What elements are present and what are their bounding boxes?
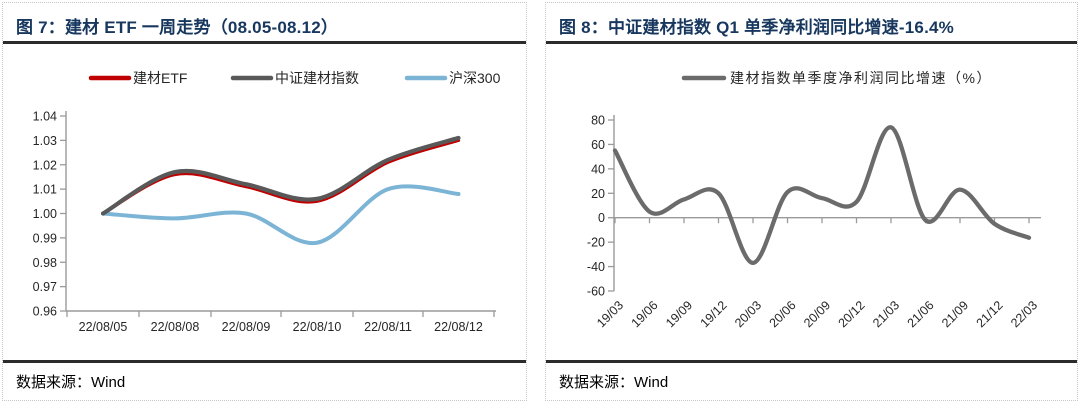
figure-8-title-rule bbox=[546, 41, 1077, 44]
series-line-中证建材指数 bbox=[100, 135, 461, 216]
etf-week-trend-line-chart: 建材ETF 中证建材指数 沪深300 1.04 1.03 1.02 1.01 1.00 0.99… bbox=[33, 70, 501, 334]
x-tick-label: 20/06 bbox=[767, 298, 799, 330]
series-line-沪深300 bbox=[101, 184, 461, 246]
x-tick-label: 20/09 bbox=[801, 298, 833, 330]
y-tick-label: -60 bbox=[587, 285, 605, 299]
x-tick-label: 20/12 bbox=[836, 298, 868, 330]
y-tick-label: 1.03 bbox=[33, 134, 57, 148]
y-tick-label: 0.99 bbox=[33, 231, 57, 245]
figure-7-title: 图 7：建材 ETF 一周走势（08.05-08.12） bbox=[16, 18, 339, 37]
legend-label-3: 沪深300 bbox=[449, 70, 501, 86]
x-tick-label: 21/06 bbox=[905, 298, 937, 330]
series-line-建材指数单季度净利润同比增速（%） bbox=[612, 125, 1032, 266]
y-tick-label: 0 bbox=[598, 211, 605, 225]
y-tick-label: -40 bbox=[587, 260, 605, 274]
y-tick-label: 0.98 bbox=[33, 256, 57, 270]
y-tick-label: 0.97 bbox=[33, 280, 57, 294]
legend-label-2: 中证建材指数 bbox=[275, 70, 359, 86]
y-tick-label: 20 bbox=[591, 187, 605, 201]
x-tick-label: 19/12 bbox=[698, 298, 730, 330]
x-tick-label: 22/08/05 bbox=[79, 320, 128, 334]
x-tick-label: 21/12 bbox=[974, 298, 1006, 330]
legend-label-1: 建材指数单季度净利润同比增速（%） bbox=[730, 70, 992, 86]
x-tick-label: 19/03 bbox=[594, 298, 626, 330]
x-tick-label: 22/08/10 bbox=[293, 320, 342, 334]
x-tick-label: 20/03 bbox=[732, 298, 764, 330]
figure-8-title: 图 8：中证建材指数 Q1 单季净利润同比增速-16.4% bbox=[559, 18, 954, 37]
x-tick-label: 19/09 bbox=[663, 298, 695, 330]
x-tick-label: 22/08/09 bbox=[222, 320, 271, 334]
x-tick-label: 22/03 bbox=[1008, 298, 1040, 330]
net-profit-growth-line-chart: 建材指数单季度净利润同比增速（%） 80 60 40 20 0 -20 -40 -6019/03… bbox=[587, 70, 1041, 330]
y-tick-label: 0.96 bbox=[33, 305, 57, 319]
x-tick-label: 22/08/08 bbox=[151, 320, 200, 334]
figure-8-source: 数据来源：Wind bbox=[559, 374, 669, 391]
y-tick-label: 1.04 bbox=[33, 110, 57, 124]
figure-7-panel: 图 7：建材 ETF 一周走势（08.05-08.12） 建材ETF 中证建材指数… bbox=[2, 2, 527, 401]
y-tick-label: -20 bbox=[587, 236, 605, 250]
figure-8-panel: 图 8：中证建材指数 Q1 单季净利润同比增速-16.4% 建材指数单季度净利润… bbox=[545, 2, 1078, 401]
figure-7-source: 数据来源：Wind bbox=[16, 374, 126, 391]
x-tick-label: 22/08/12 bbox=[434, 320, 483, 334]
x-tick-label: 21/03 bbox=[870, 298, 902, 330]
y-tick-label: 40 bbox=[591, 162, 605, 176]
x-tick-label: 19/06 bbox=[629, 298, 661, 330]
y-tick-label: 80 bbox=[591, 114, 605, 128]
x-tick-label: 21/09 bbox=[939, 298, 971, 330]
figure-7-source-rule bbox=[3, 360, 526, 363]
y-tick-label: 1.00 bbox=[33, 207, 57, 221]
y-tick-label: 1.01 bbox=[33, 183, 57, 197]
legend-label-1: 建材ETF bbox=[133, 70, 187, 86]
x-tick-label: 22/08/11 bbox=[364, 320, 412, 334]
y-tick-label: 60 bbox=[591, 138, 605, 152]
figure-8-source-rule bbox=[546, 360, 1077, 363]
y-tick-label: 1.02 bbox=[33, 158, 57, 172]
figure-7-title-rule bbox=[3, 41, 526, 44]
